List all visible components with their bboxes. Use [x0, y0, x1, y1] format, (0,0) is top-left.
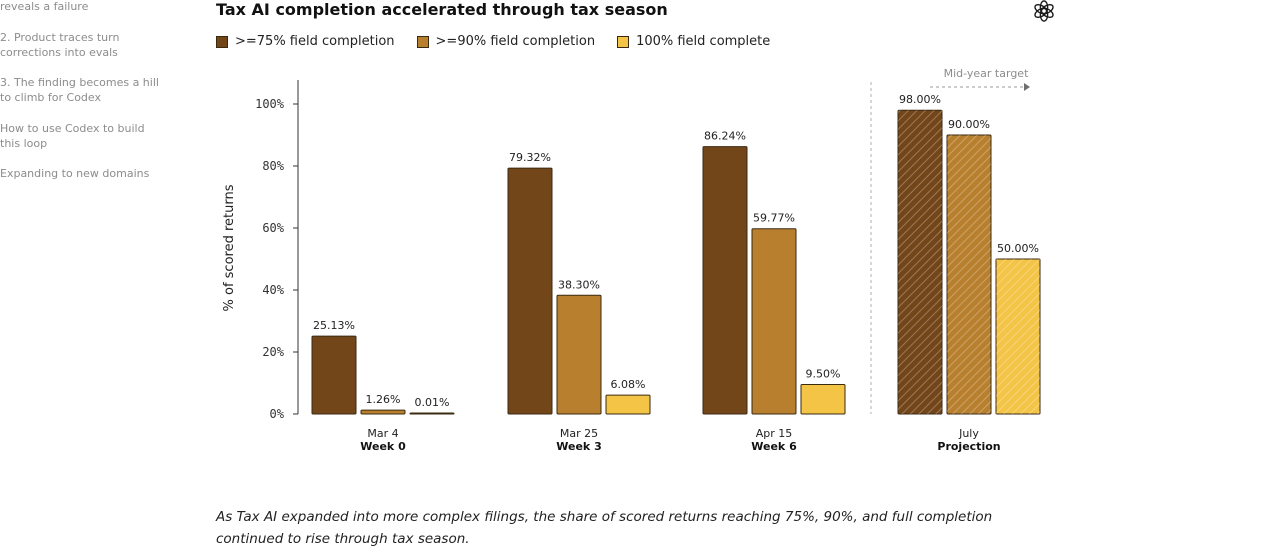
x-category-sublabel: Week 0 — [360, 440, 406, 453]
mid-year-target-label: Mid-year target — [944, 67, 1029, 80]
y-tick-label: 100% — [255, 97, 285, 111]
bar-hatch — [898, 110, 942, 414]
x-category-sublabel: Projection — [937, 440, 1000, 453]
toc-item-product-traces[interactable]: 2. Product traces turn corrections into … — [0, 31, 120, 59]
x-category-sublabel: Week 3 — [556, 440, 601, 453]
chart-title: Tax AI completion accelerated through ta… — [216, 0, 668, 19]
data-label: 86.24% — [704, 130, 746, 143]
legend-swatch-75 — [216, 35, 228, 48]
y-axis-label: % of scored returns — [222, 184, 237, 311]
data-label: 59.77% — [753, 212, 795, 225]
legend-label-75: >=75% field completion — [235, 34, 395, 49]
bar-90-1 — [556, 294, 602, 415]
y-tick-label: 20% — [262, 345, 284, 359]
y-tick-label: 0% — [270, 407, 285, 421]
x-category-label: July — [958, 427, 979, 440]
legend-swatch-100 — [617, 35, 630, 48]
annotations: Mid-year target — [870, 67, 1030, 414]
bar-hatch — [947, 135, 991, 414]
bar-chart: 0% 20% 40% 60% 80% 100% 25.13% 1.26% 0.01% 79.32… — [222, 67, 1041, 453]
legend-item-75: >=75% field completion — [216, 34, 395, 49]
toc-item-how-to-use-codex[interactable]: How to use Codex to build this loop — [0, 122, 145, 150]
bar-75-2 — [702, 146, 748, 415]
x-category-label: Mar 25 — [560, 427, 598, 440]
bar-100-1 — [605, 394, 651, 415]
bar-90-0 — [360, 409, 406, 415]
toc-item-expanding-domains[interactable]: Expanding to new domains — [0, 167, 150, 180]
data-label: 90.00% — [948, 118, 990, 131]
data-label: 38.30% — [558, 278, 600, 291]
legend-label-90: >=90% field completion — [435, 34, 596, 49]
x-category-label: Mar 4 — [367, 427, 398, 440]
value-labels: 25.13% 1.26% 0.01% 79.32% 38.30% 6.08% 86.24% 5… — [313, 93, 1039, 409]
bar-100-2 — [800, 384, 846, 415]
data-label: 25.13% — [313, 319, 355, 332]
brand-logo-icon — [1034, 0, 1054, 22]
bar-100-0 — [409, 412, 455, 415]
legend-item-100: 100% field complete — [617, 34, 770, 49]
mid-year-target-arrowhead-icon — [1024, 83, 1030, 91]
bar-90-2 — [751, 228, 797, 415]
y-tick-label: 80% — [262, 159, 284, 173]
data-label: 6.08% — [611, 378, 646, 391]
chart-legend: >=75% field completion >=90% field compl… — [216, 34, 792, 49]
bar-75-0 — [311, 335, 357, 415]
toc-item-reveals-failure[interactable]: reveals a failure — [0, 0, 89, 13]
chart-caption: As Tax AI expanded into more complex fil… — [216, 508, 993, 547]
legend-label-100: 100% field complete — [636, 34, 771, 49]
y-tick-label: 60% — [262, 221, 284, 235]
data-label: 1.26% — [366, 393, 401, 406]
bar-hatch — [996, 259, 1040, 414]
legend-item-90: >=90% field completion — [416, 34, 596, 49]
legend-swatch-90 — [416, 35, 429, 48]
toc-item-finding-hill[interactable]: 3. The finding becomes a hill to climb f… — [0, 76, 159, 104]
data-label: 0.01% — [415, 396, 450, 409]
data-label: 50.00% — [997, 242, 1039, 255]
data-label: 98.00% — [899, 93, 941, 106]
data-label: 79.32% — [509, 151, 551, 164]
x-category-sublabel: Week 6 — [751, 440, 797, 453]
y-tick-label: 40% — [262, 283, 284, 297]
y-axis: 0% 20% 40% 60% 80% 100% — [255, 80, 299, 421]
bars — [311, 109, 1041, 415]
x-category-label: Apr 15 — [756, 427, 793, 440]
bar-75-1 — [507, 167, 553, 415]
data-label: 9.50% — [806, 368, 841, 381]
